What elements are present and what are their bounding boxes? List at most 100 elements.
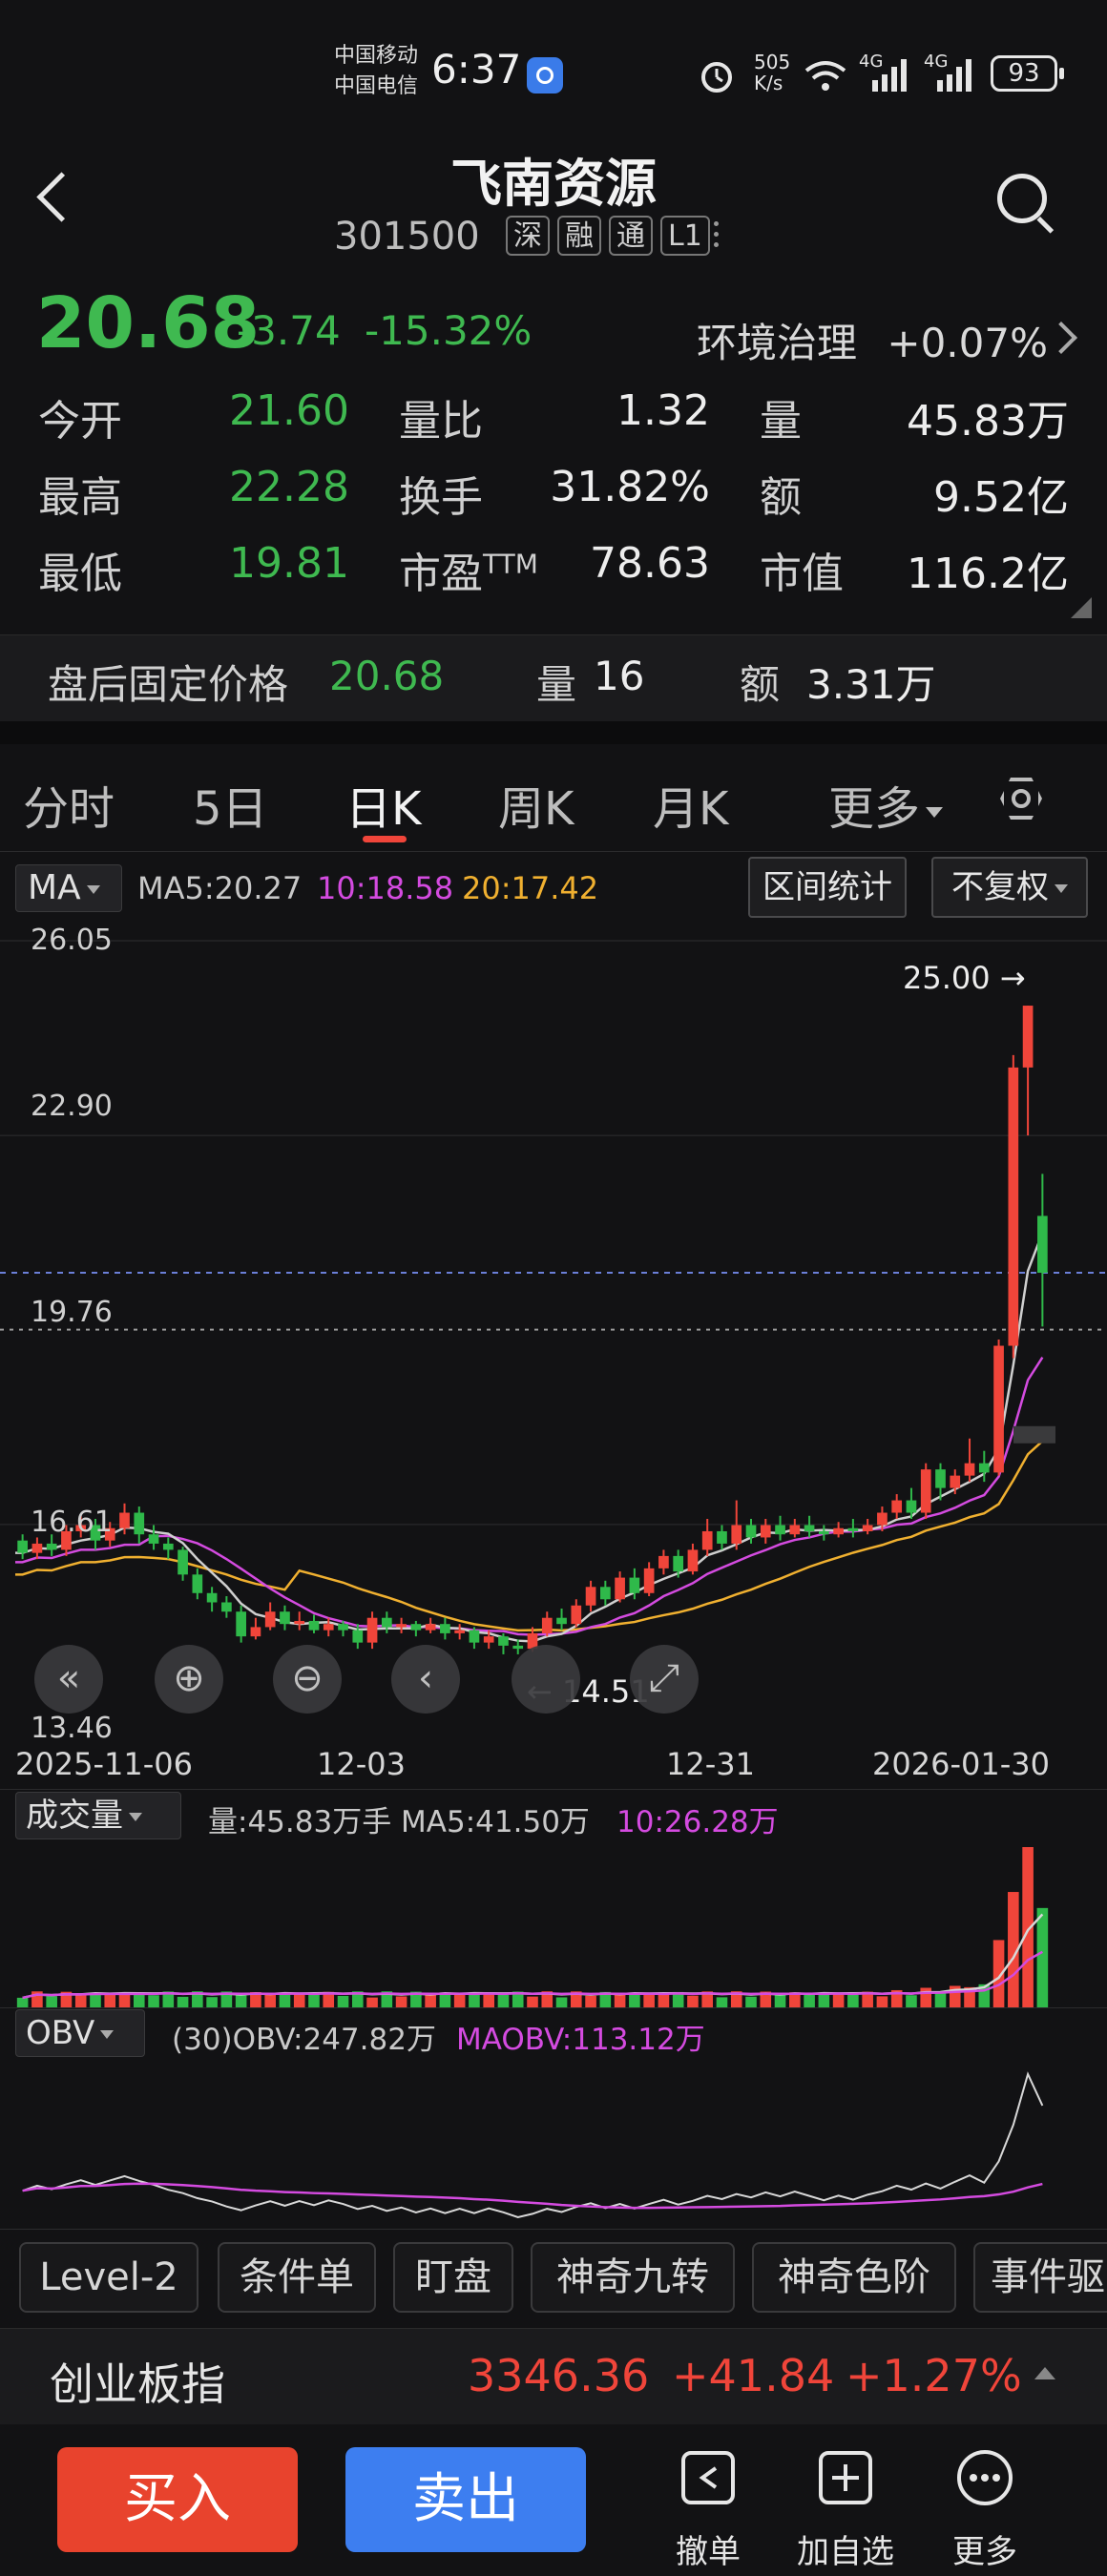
- volume-bar: [31, 1991, 43, 2007]
- pe-label-text: 市盈: [399, 550, 483, 598]
- zoom-out-button[interactable]: ⊖: [273, 1645, 342, 1714]
- tab-monthly-k[interactable]: 月K: [653, 782, 729, 836]
- volume-bar: [804, 1993, 815, 2007]
- high-label: 最高: [38, 473, 122, 522]
- volume-bar: [381, 1991, 393, 2007]
- after-hours-volume-label: 量: [536, 661, 577, 708]
- chip-magic-color[interactable]: 神奇色阶: [752, 2242, 956, 2313]
- scroll-left-fast-button[interactable]: «: [34, 1645, 103, 1714]
- volume-chart[interactable]: [0, 1838, 1107, 2007]
- volume-bar: [964, 1986, 975, 2007]
- index-change: +41.84: [672, 2350, 835, 2401]
- scroll-left-button[interactable]: ‹: [391, 1645, 460, 1714]
- candle-body: [1022, 1006, 1034, 1068]
- kline-divider: [0, 1789, 1107, 1790]
- volume-ma5-line: [22, 1913, 1044, 2000]
- candle-body: [1008, 1067, 1019, 1346]
- candle-body: [993, 1345, 1004, 1473]
- zoom-in-button[interactable]: ⊕: [155, 1645, 223, 1714]
- cancel-order-button[interactable]: 撤单: [651, 2447, 765, 2572]
- volume-bar: [847, 1994, 859, 2007]
- sell-button[interactable]: 卖出: [345, 2447, 586, 2552]
- tag-level1: L1: [660, 216, 710, 256]
- volume-bar: [177, 1996, 189, 2007]
- chip-condition-order[interactable]: 条件单: [218, 2242, 376, 2313]
- market-cap-label: 市值: [760, 550, 844, 598]
- candle-body: [615, 1577, 625, 1600]
- candle-body: [119, 1512, 130, 1528]
- volume-bar: [497, 1995, 510, 2007]
- volume-bar: [206, 1997, 218, 2007]
- expand-corner-icon[interactable]: [1071, 597, 1092, 618]
- after-hours-price: 20.68: [329, 653, 445, 699]
- amount-value: 9.52亿: [933, 473, 1069, 522]
- settings-hex-icon[interactable]: [1000, 778, 1042, 820]
- tab-weekly-k[interactable]: 周K: [498, 782, 574, 836]
- candle-body: [178, 1549, 188, 1575]
- adjust-label: 不复权: [951, 868, 1049, 906]
- caret-up-icon[interactable]: [1034, 2367, 1055, 2379]
- sector-link[interactable]: 环境治理 +0.07%: [697, 311, 1048, 369]
- tab-5day[interactable]: 5日: [193, 782, 268, 836]
- adjust-select[interactable]: 不复权: [931, 857, 1088, 918]
- wifi-icon: [804, 61, 846, 91]
- chip-watch[interactable]: 盯盘: [393, 2242, 513, 2313]
- price-change-pct: -15.32%: [365, 307, 533, 354]
- obv-indicator-button[interactable]: OBV: [15, 2009, 145, 2057]
- kline-chart[interactable]: [0, 918, 1107, 1738]
- obv-chart[interactable]: [0, 2055, 1107, 2227]
- volume-bar: [118, 1993, 131, 2007]
- fullscreen-button[interactable]: ⤢: [630, 1645, 699, 1714]
- after-hours-amount: 3.31万: [806, 661, 936, 708]
- more-button[interactable]: 更多: [928, 2447, 1042, 2572]
- chevron-right-icon[interactable]: [1045, 322, 1077, 354]
- obv-line: [22, 2071, 1044, 2219]
- volume-bar: [279, 1993, 291, 2007]
- candle-body: [906, 1500, 917, 1513]
- volume-bar: [978, 1984, 991, 2007]
- volume-bar: [716, 1997, 728, 2007]
- volume-bar: [46, 1996, 57, 2007]
- chip-magic-nine[interactable]: 神奇九转: [531, 2242, 735, 2313]
- volume-bar: [220, 1991, 233, 2007]
- candle-body: [469, 1630, 480, 1643]
- volume-bar: [906, 1995, 917, 2007]
- candle-body: [527, 1632, 538, 1650]
- candle-body: [294, 1620, 305, 1625]
- date-label-4: 2026-01-30: [872, 1746, 1050, 1782]
- chip-event-driven[interactable]: 事件驱: [973, 2242, 1107, 2313]
- tab-more[interactable]: 更多: [828, 771, 944, 838]
- volume-bar: [351, 1991, 364, 2007]
- candle-body: [1037, 1215, 1048, 1274]
- date-label-2: 12-03: [317, 1746, 406, 1782]
- search-icon[interactable]: [997, 174, 1047, 223]
- buy-button[interactable]: 买入: [57, 2447, 298, 2552]
- volume-indicator-button[interactable]: 成交量: [15, 1792, 181, 1839]
- chip-level2[interactable]: Level-2: [19, 2242, 198, 2313]
- scroll-right-button[interactable]: [512, 1645, 580, 1714]
- active-tab-indicator: [363, 836, 407, 842]
- caret-down-icon: [100, 2030, 115, 2039]
- ma10-value: 10:18.58: [317, 870, 454, 906]
- volume-ratio-value: 1.32: [616, 386, 710, 435]
- candle-body: [280, 1611, 290, 1625]
- tab-intraday[interactable]: 分时: [23, 782, 115, 836]
- volume-bar: [395, 1996, 407, 2007]
- amount-label: 额: [760, 473, 802, 522]
- net-speed-value: 505: [754, 51, 791, 73]
- volume-bar: [862, 1991, 873, 2007]
- after-hours-amount-label: 额: [740, 661, 781, 708]
- ma-indicator-button[interactable]: MA: [15, 864, 122, 912]
- candle-body: [775, 1525, 785, 1535]
- obv-text: (30)OBV:247.82万: [172, 2023, 436, 2057]
- more-dots-icon[interactable]: [714, 221, 719, 250]
- carrier-2: 中国电信: [334, 74, 419, 98]
- high-value: 22.28: [229, 463, 349, 511]
- index-ticker-bar[interactable]: 创业板指 3346.36 +41.84 +1.27%: [0, 2328, 1107, 2424]
- candle-body: [629, 1577, 640, 1593]
- tab-daily-k[interactable]: 日K: [345, 782, 422, 836]
- volume-bar: [876, 1996, 888, 2007]
- y-label-4: 16.61: [31, 1506, 113, 1539]
- range-stats-button[interactable]: 区间统计: [748, 857, 907, 918]
- add-watchlist-button[interactable]: 加自选: [788, 2447, 903, 2572]
